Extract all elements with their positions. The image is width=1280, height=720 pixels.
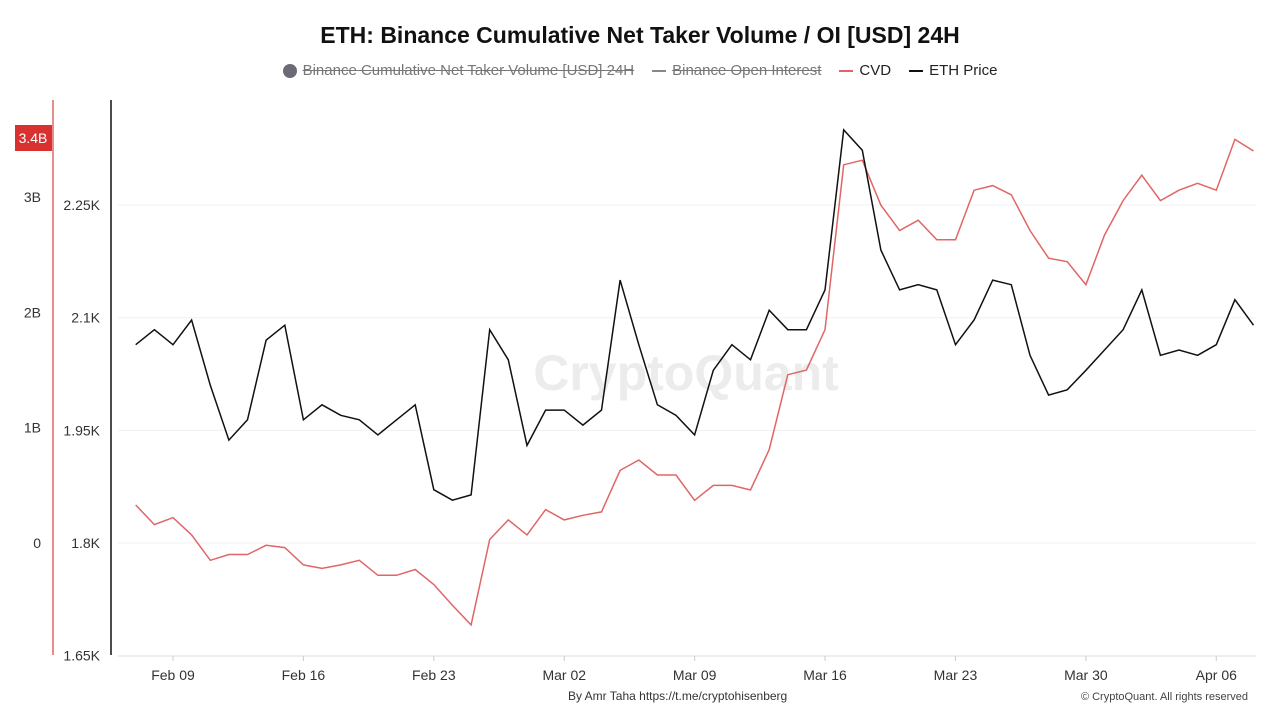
price-tick-label: 2.25K [63,197,100,213]
legend: Binance Cumulative Net Taker Volume [USD… [0,62,1280,79]
cvd-tick-label: 1B [24,420,41,436]
x-tick-label: Feb 16 [282,667,326,683]
cvd-tick-label: 0 [33,535,41,551]
cvd-current-label: 3.4B [19,130,48,146]
cvd-tick-label: 3B [24,189,41,205]
price-tick-label: 2.1K [71,310,100,326]
watermark: CryptoQuant [533,345,839,401]
credit-text: By Amr Taha [568,689,636,703]
legend-label: ETH Price [929,62,998,79]
price-tick-label: 1.65K [63,648,100,664]
legend-item-open-interest[interactable]: Binance Open Interest [652,62,821,79]
series-eth-price-line [135,128,1255,502]
x-tick-label: Feb 09 [151,667,195,683]
legend-label: CVD [859,62,892,79]
x-tick-label: Feb 23 [412,667,456,683]
price-tick-label: 1.8K [71,535,100,551]
credit-link[interactable]: https://t.me/cryptohisenberg [639,689,788,703]
legend-label: Binance Open Interest [672,62,822,79]
price-tick-label: 1.95K [63,422,100,438]
x-tick-label: Mar 23 [934,667,978,683]
x-tick-label: Mar 16 [803,667,847,683]
cvd-tick-label: 2B [24,304,41,320]
author-credit: By Amr Taha https://t.me/cryptohisenberg [568,689,787,703]
legend-label: Binance Cumulative Net Taker Volume [USD… [302,62,635,79]
legend-dot-icon [282,63,297,78]
legend-item-cvd[interactable]: CVD [839,62,891,79]
x-tick-label: Mar 02 [542,667,586,683]
x-tick-label: Mar 30 [1064,667,1108,683]
legend-line-icon [909,69,924,72]
legend-item-eth-price[interactable]: ETH Price [909,62,997,79]
x-tick-label: Apr 06 [1196,667,1237,683]
copyright: © CryptoQuant. All rights reserved [1080,691,1248,703]
cvd-current-badge [15,125,52,151]
legend-item-net-taker-volume[interactable]: Binance Cumulative Net Taker Volume [USD… [282,62,635,79]
chart-title: ETH: Binance Cumulative Net Taker Volume… [320,22,960,48]
x-tick-label: Mar 09 [673,667,717,683]
legend-line-icon [652,69,667,72]
legend-line-icon [839,69,854,72]
